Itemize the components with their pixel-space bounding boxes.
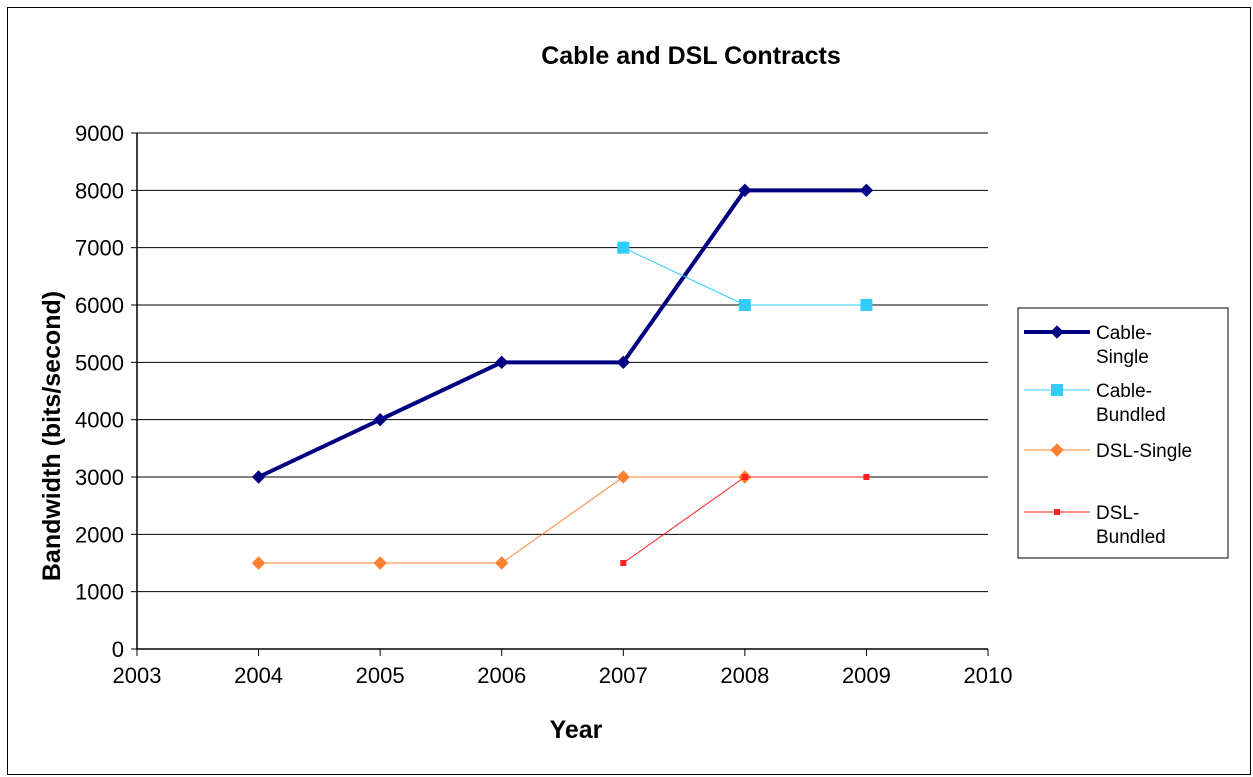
- x-tick-label-2005: 2005: [356, 663, 405, 688]
- legend-label-cable-single: Cable-Single: [1096, 323, 1152, 368]
- legend-marker-cable-single: [1050, 325, 1064, 339]
- series-dsl-single: [251, 470, 752, 570]
- point-cable-bundled-2009: [860, 299, 873, 311]
- x-tick-label-2006: 2006: [477, 663, 526, 688]
- y-tick-label-8000: 8000: [75, 178, 124, 203]
- point-dsl-bundled-2009: [863, 474, 870, 480]
- point-dsl-single-2006: [495, 556, 509, 570]
- x-tick-label-2010: 2010: [964, 663, 1013, 688]
- point-dsl-single-2005: [373, 556, 387, 570]
- point-cable-single-2004: [251, 470, 266, 484]
- x-tick-label-2004: 2004: [234, 663, 283, 688]
- y-axis-ticks: 0 1000 2000 3000 4000 5000 6000 7000 8000 9000: [75, 121, 137, 662]
- x-tick-label-2007: 2007: [599, 663, 648, 688]
- y-tick-label-2000: 2000: [75, 522, 124, 547]
- y-tick-label-3000: 3000: [75, 465, 124, 490]
- point-cable-single-2007: [616, 355, 630, 370]
- point-dsl-bundled-2008: [741, 474, 748, 480]
- point-dsl-single-2004: [251, 556, 266, 570]
- legend: Cable-Single Cable-Bundled DSL-Single DSL-B…: [1017, 307, 1229, 559]
- point-cable-single-2006: [495, 355, 509, 370]
- y-axis-title: Bandwidth (bits/second): [38, 291, 66, 581]
- y-tick-label-9000: 9000: [75, 121, 124, 146]
- point-cable-bundled-2007: [617, 241, 630, 254]
- point-cable-single-2008: [738, 183, 752, 198]
- legend-box: [1017, 307, 1229, 559]
- x-axis-title: Year: [550, 716, 603, 744]
- series-line-cable-bundled: [623, 247, 867, 306]
- x-axis-ticks: 2003 2004 2005 2006 2007 2008 2009 2010: [113, 649, 1013, 688]
- y-tick-label-5000: 5000: [75, 350, 124, 375]
- legend-marker-cable-bundled: [1051, 384, 1063, 396]
- point-cable-single-2009: [859, 183, 874, 198]
- point-dsl-bundled-2007: [620, 560, 627, 566]
- series-line-dsl-bundled: [622, 476, 867, 564]
- y-tick-label-6000: 6000: [75, 293, 124, 318]
- legend-label-dsl-single: DSL-Single: [1096, 441, 1192, 462]
- series-layer: [251, 183, 874, 570]
- legend-label-cable-bundled: Cable-Bundled: [1096, 381, 1166, 426]
- x-tick-label-2009: 2009: [842, 663, 891, 688]
- y-tick-label-7000: 7000: [75, 236, 124, 261]
- y-tick-label-4000: 4000: [75, 408, 124, 433]
- point-cable-single-2005: [373, 412, 387, 427]
- point-dsl-single-2007: [616, 470, 630, 484]
- series-cable-single: [251, 183, 874, 484]
- y-tick-label-1000: 1000: [75, 580, 124, 605]
- y-tick-label-0: 0: [112, 637, 124, 662]
- legend-label-dsl-bundled: DSL-Bundled: [1096, 503, 1166, 548]
- axes: [136, 133, 988, 650]
- x-tick-label-2003: 2003: [113, 663, 162, 688]
- series-line-cable-single: [257, 188, 867, 479]
- series-line-dsl-single: [258, 476, 745, 564]
- series-dsl-bundled: [620, 474, 870, 566]
- legend-marker-dsl-single: [1050, 443, 1064, 457]
- legend-marker-dsl-bundled: [1054, 509, 1060, 515]
- x-tick-label-2008: 2008: [720, 663, 769, 688]
- chart-title: Cable and DSL Contracts: [541, 42, 841, 70]
- series-cable-bundled: [617, 241, 873, 311]
- point-cable-bundled-2008: [738, 299, 751, 311]
